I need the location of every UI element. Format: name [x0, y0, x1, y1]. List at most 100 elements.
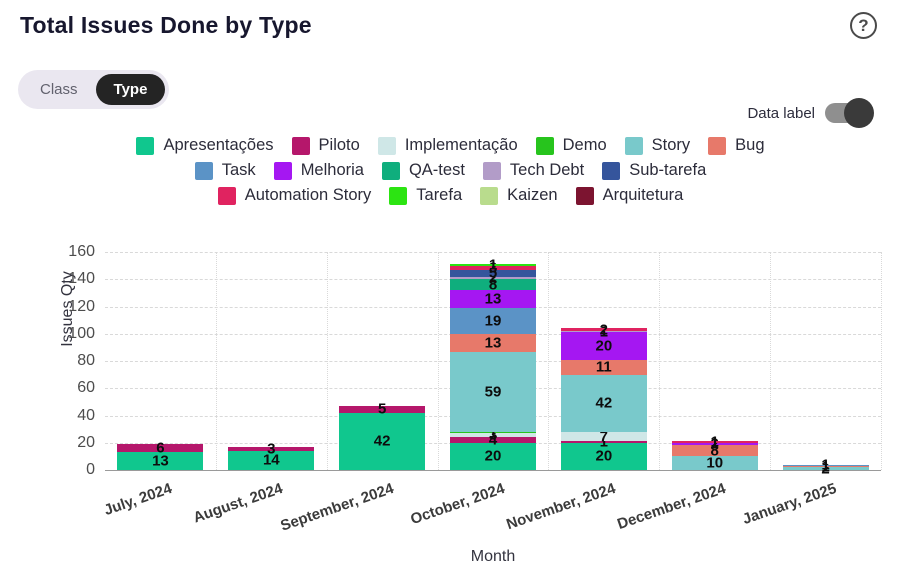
- bar-segment[interactable]: 20: [560, 442, 647, 470]
- legend-swatch-icon: [708, 136, 727, 155]
- bar-August, 2024: 14 3: [228, 441, 315, 470]
- bar-segment[interactable]: 2: [782, 461, 869, 476]
- legend-item[interactable]: Tarefa: [389, 186, 462, 205]
- bar-segment[interactable]: 13: [450, 333, 536, 352]
- y-tick-label: 60: [77, 379, 95, 397]
- data-label: 20: [595, 337, 613, 355]
- bar-segment[interactable]: 3: [450, 260, 536, 275]
- legend-item[interactable]: Sub-tarefa: [602, 161, 706, 180]
- legend-item[interactable]: Piloto: [291, 136, 360, 155]
- bar-July, 2024: 13 6: [117, 441, 204, 470]
- x-tick-label: November, 2024: [503, 480, 618, 534]
- bar-segment[interactable]: 5: [450, 266, 536, 281]
- legend-item[interactable]: Kaizen: [480, 186, 558, 205]
- data-label: 13: [152, 452, 169, 470]
- legend-item[interactable]: Implementação: [377, 136, 518, 155]
- legend-item[interactable]: Apresentações: [136, 136, 274, 155]
- y-tick-label: 160: [68, 243, 95, 260]
- legend-label: Sub-tarefa: [629, 161, 707, 179]
- data-label: 42: [595, 394, 613, 412]
- bar-segment[interactable]: 1: [782, 459, 869, 474]
- gridline: [215, 252, 217, 470]
- bar-segment[interactable]: 8: [671, 443, 758, 458]
- legend-item[interactable]: Automation Story: [217, 186, 372, 205]
- legend-swatch-icon: [217, 186, 236, 205]
- data-label: 8: [488, 276, 498, 294]
- legend-item[interactable]: Bug: [708, 136, 765, 155]
- bar-segment[interactable]: 4: [450, 433, 536, 448]
- bar-segment[interactable]: 1: [671, 435, 758, 450]
- bar-segment[interactable]: 7: [560, 429, 647, 444]
- legend-item[interactable]: Demo: [535, 136, 607, 155]
- bar-segment[interactable]: 2: [671, 437, 758, 452]
- legend-label: Kaizen: [507, 186, 558, 204]
- legend-swatch-icon: [381, 161, 400, 180]
- bar-segment[interactable]: 1: [560, 435, 647, 450]
- bar-segment[interactable]: 42: [339, 412, 426, 470]
- bar-segment[interactable]: 42: [560, 374, 647, 432]
- bar-segment[interactable]: 13: [117, 452, 204, 470]
- legend-label: Demo: [562, 136, 607, 154]
- y-tick-label: 80: [77, 352, 95, 369]
- bar-segment[interactable]: 20: [560, 332, 647, 360]
- data-label: 11: [595, 358, 612, 376]
- x-axis-title: Month: [470, 548, 516, 565]
- data-label: 59: [484, 383, 502, 401]
- bar-segment[interactable]: 59: [450, 351, 536, 432]
- bar-segment[interactable]: 8: [450, 276, 536, 294]
- legend-label: QA-test: [408, 161, 465, 179]
- legend-item[interactable]: Task: [194, 161, 256, 180]
- gridline: [105, 252, 881, 253]
- legend-label: Apresentações: [163, 136, 274, 154]
- legend-label: Melhoria: [300, 161, 364, 179]
- bar-segment[interactable]: 3: [228, 441, 315, 456]
- bar-segment[interactable]: 1: [450, 258, 536, 273]
- legend-item[interactable]: Story: [624, 136, 690, 155]
- legend-swatch-icon: [535, 136, 554, 155]
- data-label-control: Data label: [747, 98, 874, 128]
- x-axis-line: [105, 470, 881, 471]
- page-title: Total Issues Done by Type: [20, 12, 312, 38]
- legend-swatch-icon: [291, 136, 310, 155]
- legend-swatch-icon: [480, 186, 499, 205]
- bar-segment[interactable]: 13: [450, 290, 536, 308]
- help-icon[interactable]: ?: [850, 12, 877, 39]
- bar-segment[interactable]: 2: [560, 322, 647, 337]
- gridline: [548, 252, 550, 470]
- bar-segment[interactable]: 6: [117, 441, 204, 456]
- legend-label: Task: [221, 161, 256, 179]
- legend-swatch-icon: [377, 136, 396, 155]
- bar-segment[interactable]: 20: [450, 442, 536, 470]
- legend-swatch-icon: [389, 186, 408, 205]
- legend-item[interactable]: Tech Debt: [482, 161, 585, 180]
- bar-segment[interactable]: 3: [450, 428, 536, 443]
- x-tick-label: July, 2024: [101, 480, 174, 520]
- data-label: 2: [821, 460, 830, 478]
- data-label: 19: [484, 312, 502, 330]
- bar-segment[interactable]: 1: [782, 458, 869, 473]
- bar-segment[interactable]: 1: [560, 324, 647, 339]
- bar-segment[interactable]: 19: [450, 307, 536, 334]
- toggle-option-class[interactable]: Class: [40, 81, 78, 98]
- bar-segment[interactable]: 14: [228, 450, 315, 470]
- x-tick-label: August, 2024: [191, 480, 285, 527]
- legend-item[interactable]: Melhoria: [273, 161, 364, 180]
- bar-segment[interactable]: 11: [560, 358, 647, 376]
- legend-label: Tech Debt: [509, 161, 585, 179]
- data-label-switch[interactable]: [825, 98, 874, 128]
- bar-segment[interactable]: 5: [339, 402, 426, 417]
- legend-label: Automation Story: [244, 186, 372, 204]
- legend-item[interactable]: Arquitetura: [575, 186, 683, 205]
- bar-January, 2025: 211: [782, 458, 869, 476]
- legend-swatch-icon: [624, 136, 643, 155]
- bar-segment[interactable]: 1: [450, 425, 536, 440]
- legend-item[interactable]: QA-test: [381, 161, 465, 180]
- y-tick-label: 0: [86, 461, 95, 478]
- data-label: 20: [484, 447, 502, 465]
- toggle-option-type[interactable]: Type: [95, 74, 166, 105]
- legend-swatch-icon: [136, 136, 155, 155]
- gridline: [770, 252, 772, 470]
- class-type-toggle: Class Type: [18, 70, 170, 109]
- bar-segment[interactable]: 10: [671, 456, 758, 471]
- bar-segment[interactable]: 2: [450, 270, 536, 285]
